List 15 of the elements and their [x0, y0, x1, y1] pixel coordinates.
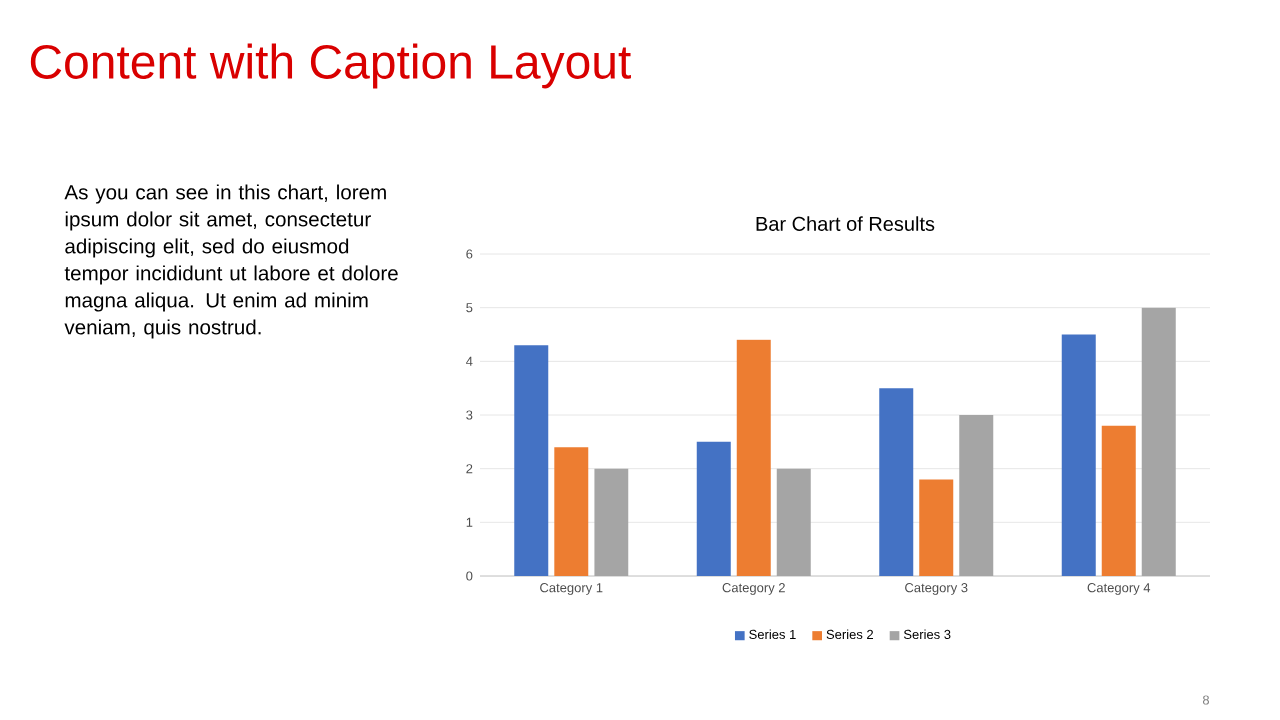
text: As you can see in this chart, lorem ipsum dolor sit amet, consectetur adipiscing elit, sed do eiusmod tempor incididunt ut labore et dolore magna aliqua. Ut enim ad minim veniam, quis nostrud. [64, 184, 398, 339]
bar [594, 468, 629, 576]
bar [514, 345, 549, 576]
bar [959, 415, 994, 576]
bar [1061, 334, 1096, 576]
text: Content with Caption Layout [30, 43, 631, 89]
bar [919, 479, 954, 576]
bar [736, 339, 771, 576]
chart-title: Bar Chart of Results [756, 216, 935, 231]
bar [1101, 425, 1136, 576]
bar [776, 468, 811, 576]
bar [696, 441, 731, 576]
bar [1141, 307, 1176, 576]
bar [554, 447, 589, 576]
bar [879, 388, 914, 576]
